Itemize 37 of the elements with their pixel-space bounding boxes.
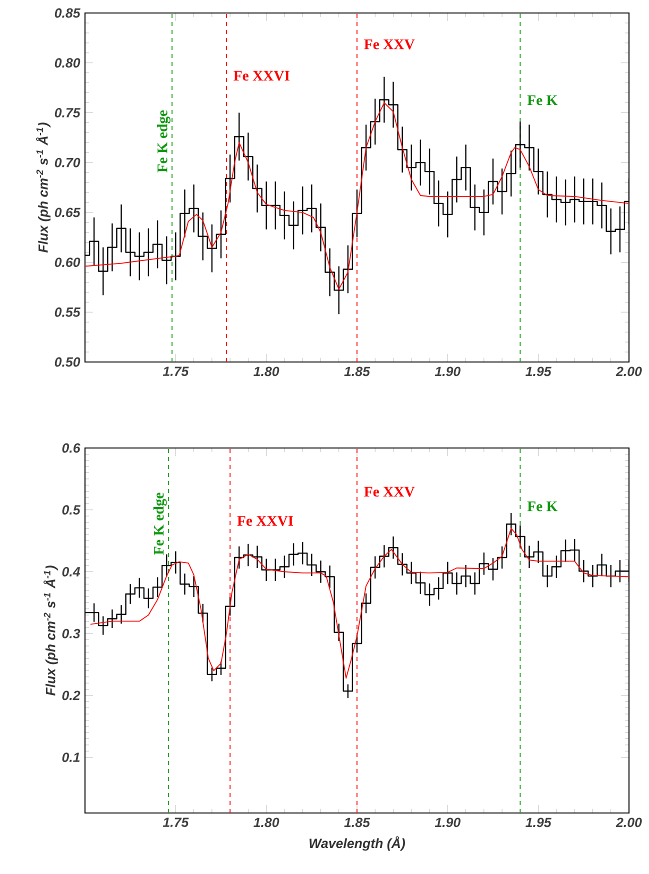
x-tick-label: 1.90 xyxy=(434,818,461,828)
y-tick-label: 0.2 xyxy=(62,690,80,700)
ref-line-label: Fe K xyxy=(527,95,558,106)
ref-line-label: Fe XXVI xyxy=(234,70,290,81)
y-tick-label: 0.65 xyxy=(54,208,80,218)
x-tick-label: 2.00 xyxy=(616,366,642,376)
y-axis-title: Flux (ph cm$^{-2}$ s$^{-1}$ Å$^{-1}$) xyxy=(36,122,51,253)
x-tick-label: 1.80 xyxy=(254,818,280,828)
y-tick-label: 0.50 xyxy=(54,357,80,367)
y-tick-label: 0.3 xyxy=(62,628,80,638)
y-tick-label: 0.1 xyxy=(62,752,80,762)
x-tick-label: 1.75 xyxy=(162,366,189,376)
x-tick-label: 1.80 xyxy=(254,366,280,376)
ref-line-label: Fe K xyxy=(527,502,558,512)
y-tick-label: 0.80 xyxy=(54,58,80,68)
x-tick-label: 1.90 xyxy=(434,366,461,376)
y-tick-label: 0.4 xyxy=(62,567,80,576)
y-tick-label: 0.55 xyxy=(54,307,80,317)
y-tick-label: 0.75 xyxy=(54,108,80,118)
x-tick-label: 1.95 xyxy=(526,366,552,376)
y-tick-label: 0.6 xyxy=(62,443,80,453)
x-tick-label: 1.95 xyxy=(526,818,552,828)
y-tick-label: 0.85 xyxy=(54,8,80,18)
x-axis-title: Wavelength (Å) xyxy=(310,836,405,851)
y-axis-title: Flux (ph cm$^{-2}$ s$^{-1}$ Å$^{-1}$) xyxy=(43,566,58,696)
y-tick-label: 0.70 xyxy=(54,158,80,168)
ref-line-label: Fe K edge xyxy=(153,492,167,555)
x-tick-label: 1.85 xyxy=(344,818,370,828)
ref-line-label: Fe XXVI xyxy=(237,516,294,526)
x-tick-label: 1.85 xyxy=(344,366,370,376)
x-tick-label: 2.00 xyxy=(616,818,642,828)
y-tick-label: 0.60 xyxy=(54,258,80,267)
ref-line-label: Fe XXV xyxy=(364,486,415,497)
ref-line-label: Fe K edge xyxy=(157,110,170,172)
x-tick-label: 1.75 xyxy=(162,818,189,827)
ref-line-label: Fe XXV xyxy=(364,40,415,50)
y-tick-label: 0.5 xyxy=(62,505,80,515)
